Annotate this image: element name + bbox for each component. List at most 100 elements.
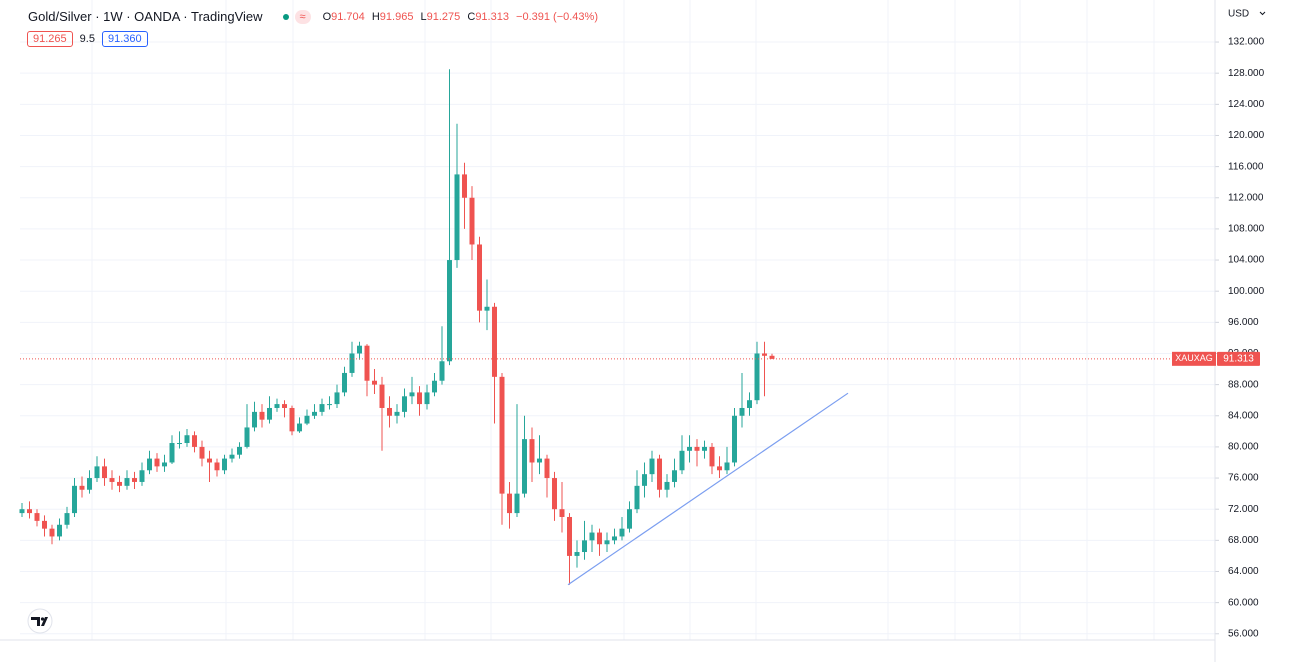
- candle-body: [19, 509, 25, 514]
- candle-body: [342, 372, 347, 393]
- candle-body: [379, 384, 385, 408]
- candle-body: [597, 532, 602, 545]
- candle-body: [319, 404, 325, 412]
- candle-body: [327, 404, 332, 406]
- currency-label[interactable]: USD: [1228, 9, 1249, 20]
- candle-body: [762, 353, 767, 356]
- candle-body: [477, 244, 482, 311]
- candle-body: [349, 353, 355, 373]
- y-tick-label: 56.000: [1228, 628, 1259, 639]
- y-tick-label: 104.000: [1228, 255, 1265, 266]
- symbol-tag-bg: [1172, 351, 1216, 366]
- ohlc-legend: O91.704 H91.965 L91.275 C91.313 −0.391 (…: [323, 11, 602, 23]
- candle-body: [634, 485, 640, 510]
- logo: [27, 608, 53, 634]
- candle-body: [739, 407, 745, 416]
- header: Gold/Silver · 1W · OANDA · TradingView ≈…: [28, 9, 602, 24]
- candle-body: [259, 411, 265, 420]
- y-tick-label: 96.000: [1228, 317, 1259, 328]
- candle-body: [49, 528, 55, 537]
- candle-body: [627, 509, 632, 529]
- candle-body: [432, 380, 437, 393]
- y-tick-label: 108.000: [1228, 224, 1265, 235]
- candle-body: [657, 458, 662, 490]
- candle-body: [334, 392, 340, 405]
- candle-body: [94, 466, 100, 479]
- candle-body: [312, 411, 317, 416]
- delay-icon: ≈: [294, 9, 311, 24]
- candle-body: [162, 462, 167, 467]
- candle-body: [274, 404, 280, 408]
- candle-body: [709, 446, 715, 467]
- symbol-title[interactable]: Gold/Silver · 1W · OANDA · TradingView: [28, 9, 263, 24]
- candle-body: [252, 411, 257, 428]
- candle-body: [619, 528, 625, 537]
- symbol-tag: XAUXAG: [1175, 353, 1213, 363]
- candle-body: [364, 345, 370, 381]
- quote-bar: 91.265 9.5 91.360: [27, 31, 148, 47]
- y-tick-label: 100.000: [1228, 286, 1265, 297]
- trend-line[interactable]: [567, 392, 849, 586]
- candle-body: [702, 446, 707, 451]
- candle-body: [297, 423, 302, 432]
- y-tick-label: 128.000: [1228, 68, 1265, 79]
- ohlc-value: 91.275: [426, 10, 461, 23]
- ohlc-key: O: [322, 10, 332, 23]
- y-tick-label: 72.000: [1228, 504, 1259, 515]
- candle-body: [192, 435, 197, 447]
- bid-button[interactable]: 91.265: [27, 31, 73, 47]
- candle-body: [664, 481, 670, 490]
- candle-body: [237, 446, 242, 455]
- candle-body: [117, 481, 122, 486]
- candle-body: [282, 404, 287, 408]
- candle-body: [544, 458, 550, 479]
- candle-body: [42, 520, 47, 529]
- candle-body: [304, 415, 310, 424]
- ohlc-value: 91.965: [379, 10, 414, 23]
- candle-body: [462, 174, 467, 198]
- candle-body: [537, 458, 542, 463]
- candle-body: [27, 509, 32, 514]
- candle-body: [222, 458, 227, 471]
- candle-body: [747, 400, 752, 408]
- candle-body: [394, 411, 400, 416]
- candle-body: [289, 407, 295, 432]
- candle-body: [79, 485, 85, 490]
- y-tick-label: 132.000: [1228, 37, 1265, 48]
- candle-body: [582, 540, 587, 553]
- candle-body: [514, 493, 520, 514]
- candle-body: [154, 458, 160, 467]
- candle-body: [447, 260, 452, 362]
- ohlc-value: 91.313: [475, 10, 509, 23]
- candle-body: [552, 478, 557, 510]
- currency-chevron[interactable]: [1259, 11, 1266, 16]
- change: −0.391 (−0.43%): [516, 10, 598, 23]
- candle-body: [499, 376, 505, 494]
- candle-body: [357, 345, 362, 354]
- candle-body: [507, 493, 512, 514]
- ask-button[interactable]: 91.360: [101, 31, 148, 47]
- y-tick-label: 84.000: [1228, 410, 1259, 421]
- candle-body: [109, 478, 115, 482]
- y-tick-label: 76.000: [1228, 473, 1259, 484]
- ohlc-key: L: [420, 10, 427, 23]
- candle-body: [567, 516, 572, 556]
- spread: 9.5: [79, 33, 95, 45]
- candle-body: [64, 513, 70, 525]
- candle-body: [387, 407, 392, 416]
- y-tick-label: 112.000: [1228, 192, 1264, 203]
- candle-body: [589, 532, 595, 541]
- candle-body: [679, 450, 685, 471]
- candle-body: [454, 174, 460, 261]
- candle-body: [207, 458, 212, 463]
- candle-body: [724, 462, 730, 471]
- candle-body: [574, 552, 580, 556]
- candle-body: [132, 478, 137, 482]
- candle-body: [559, 509, 565, 517]
- candle-body: [642, 474, 647, 486]
- candle-body: [409, 392, 415, 397]
- candle-body: [732, 415, 737, 463]
- candle-body: [469, 197, 475, 245]
- candle-body: [34, 513, 40, 521]
